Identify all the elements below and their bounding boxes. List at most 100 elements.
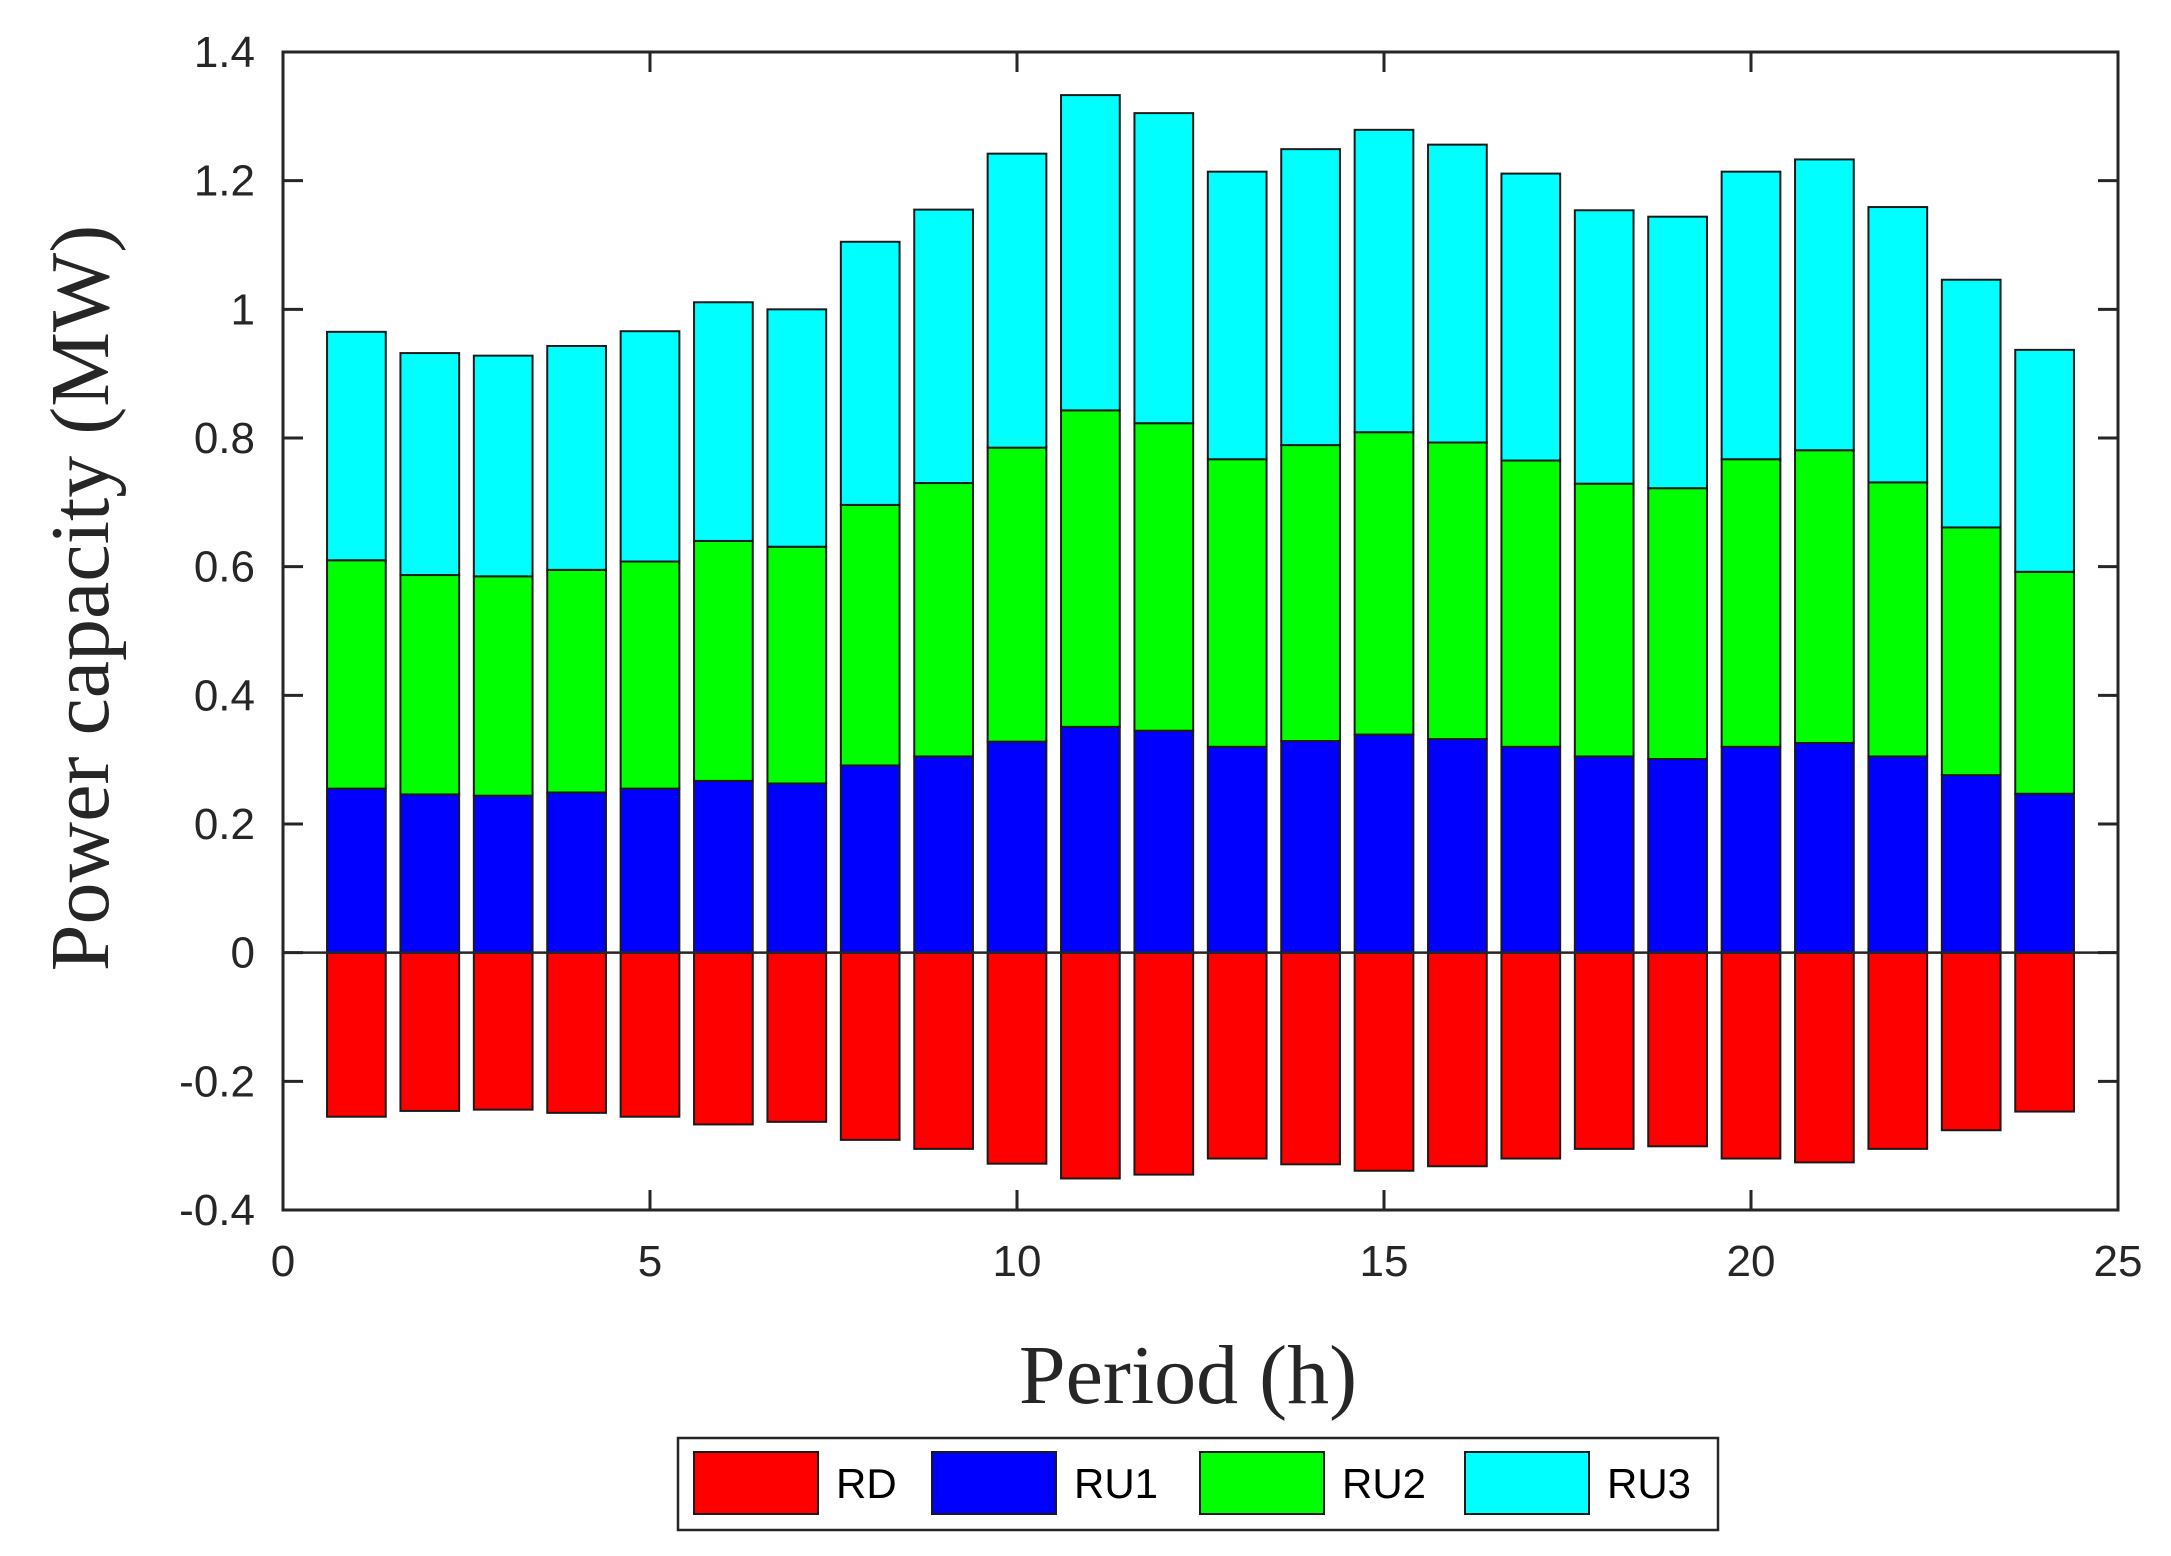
x-tick-label-15: 15 [1360, 1237, 1409, 1286]
bar-rd-24 [2014, 951, 2075, 1113]
tick-labels-layer: 0 5 10 15 20 25 -0.4 -0.2 0 0.2 0.4 0.6 0.8 1 1.2 1.4 [179, 28, 2142, 1286]
bar-rd-23 [1940, 951, 2002, 1132]
bar-rd-1 [326, 951, 387, 1118]
bar-ru1-14 [1280, 740, 1341, 954]
bar-rd-8 [839, 951, 901, 1141]
bar-ru3-7 [766, 308, 828, 548]
bar-ru3-13 [1206, 170, 1268, 461]
bar-ru3-18 [1573, 209, 1635, 485]
y-tick-label--0.4: -0.4 [179, 1186, 255, 1235]
bar-ru3-21 [1794, 158, 1855, 452]
bar-ru2-10 [986, 446, 1048, 743]
bar-ru2-11 [1060, 409, 1121, 728]
bar-rd-11 [1060, 951, 1121, 1180]
y-tick-label-0.8: 0.8 [194, 414, 255, 463]
bar-ru2-20 [1720, 458, 1782, 748]
legend-label-ru2: RU2 [1342, 1460, 1426, 1507]
bar-rd-20 [1720, 951, 1782, 1160]
bar-ru1-24 [2014, 792, 2075, 954]
legend-swatch-ru3 [1464, 1451, 1590, 1515]
bar-ru3-24 [2014, 348, 2075, 573]
bar-rd-5 [619, 951, 681, 1118]
bar-rd-14 [1280, 951, 1341, 1166]
bar-rd-3 [472, 951, 534, 1111]
bar-rd-12 [1133, 951, 1195, 1176]
bar-ru3-22 [1867, 206, 1929, 484]
bar-ru3-20 [1720, 170, 1782, 461]
y-tick-label-1: 1 [231, 285, 255, 334]
y-tick-label-1.2: 1.2 [194, 157, 255, 206]
bar-ru3-11 [1060, 94, 1121, 412]
legend-label-ru3: RU3 [1607, 1460, 1691, 1507]
bar-ru2-5 [619, 560, 681, 790]
x-axis-title: Period (h) [1019, 1329, 1357, 1422]
bar-ru3-19 [1647, 215, 1708, 490]
bar-ru3-2 [399, 352, 461, 577]
bar-ru1-22 [1867, 755, 1929, 954]
bar-ru1-4 [546, 791, 607, 954]
bar-ru1-12 [1133, 729, 1195, 954]
bar-ru1-23 [1940, 774, 2002, 954]
bar-rd-19 [1647, 951, 1708, 1148]
bar-rd-10 [986, 951, 1048, 1165]
bar-ru3-3 [472, 354, 534, 578]
bar-rd-13 [1206, 951, 1268, 1160]
bar-ru1-7 [766, 782, 828, 954]
bar-ru1-9 [913, 755, 974, 954]
legend-swatch-ru1 [931, 1451, 1057, 1515]
bar-ru2-22 [1867, 481, 1929, 758]
bar-ru2-16 [1427, 441, 1488, 741]
bar-ru1-19 [1647, 758, 1708, 954]
bar-ru2-3 [472, 575, 534, 797]
bar-rd-6 [693, 951, 754, 1126]
bar-ru2-7 [766, 545, 828, 785]
y-tick-label-0.2: 0.2 [194, 800, 255, 849]
bar-ru1-15 [1353, 733, 1415, 954]
bar-ru2-19 [1647, 487, 1708, 761]
bar-ru1-16 [1427, 738, 1488, 954]
y-tick-label-0.6: 0.6 [194, 543, 255, 592]
bar-ru1-6 [693, 779, 754, 954]
bar-rd-22 [1867, 951, 1929, 1150]
bar-ru2-15 [1353, 431, 1415, 736]
bar-ru2-13 [1206, 458, 1268, 748]
bar-ru2-14 [1280, 444, 1341, 743]
bar-ru3-8 [839, 240, 901, 506]
bar-ru2-24 [2014, 570, 2075, 795]
bar-ru2-8 [839, 503, 901, 767]
bar-rd-15 [1353, 951, 1415, 1172]
bar-ru1-18 [1573, 755, 1635, 954]
bar-ru1-20 [1720, 745, 1782, 954]
x-tick-label-0: 0 [271, 1237, 295, 1286]
legend-label-rd: RD [836, 1460, 897, 1507]
y-tick-label--0.2: -0.2 [179, 1057, 255, 1106]
bar-ru1-8 [839, 764, 901, 954]
bar-ru1-5 [619, 787, 681, 954]
y-axis-title: Power capacity (MW) [34, 225, 127, 971]
bar-ru3-12 [1133, 112, 1195, 425]
bar-ru3-1 [326, 330, 387, 562]
x-tick-label-25: 25 [2094, 1237, 2143, 1286]
bar-ru2-12 [1133, 422, 1195, 732]
bar-ru2-6 [693, 539, 754, 782]
bar-ru1-1 [326, 787, 387, 954]
bar-ru3-15 [1353, 128, 1415, 434]
bar-ru2-23 [1940, 526, 2002, 777]
bar-ru2-2 [399, 574, 461, 796]
bar-ru3-5 [619, 330, 681, 563]
bar-ru1-10 [986, 740, 1048, 954]
bar-rd-7 [766, 951, 828, 1123]
bar-ru1-21 [1794, 741, 1855, 954]
y-tick-label-0.4: 0.4 [194, 671, 255, 720]
bar-ru3-9 [913, 208, 974, 485]
bar-ru1-17 [1500, 745, 1562, 954]
bar-rd-17 [1500, 951, 1562, 1160]
bar-ru2-1 [326, 559, 387, 790]
bar-ru2-17 [1500, 459, 1562, 748]
legend-swatch-ru2 [1199, 1451, 1325, 1515]
bar-ru1-13 [1206, 745, 1268, 954]
bar-rd-4 [546, 951, 607, 1114]
x-tick-label-5: 5 [638, 1237, 662, 1286]
bars-layer [326, 94, 2075, 1180]
bar-ru3-14 [1280, 148, 1341, 447]
